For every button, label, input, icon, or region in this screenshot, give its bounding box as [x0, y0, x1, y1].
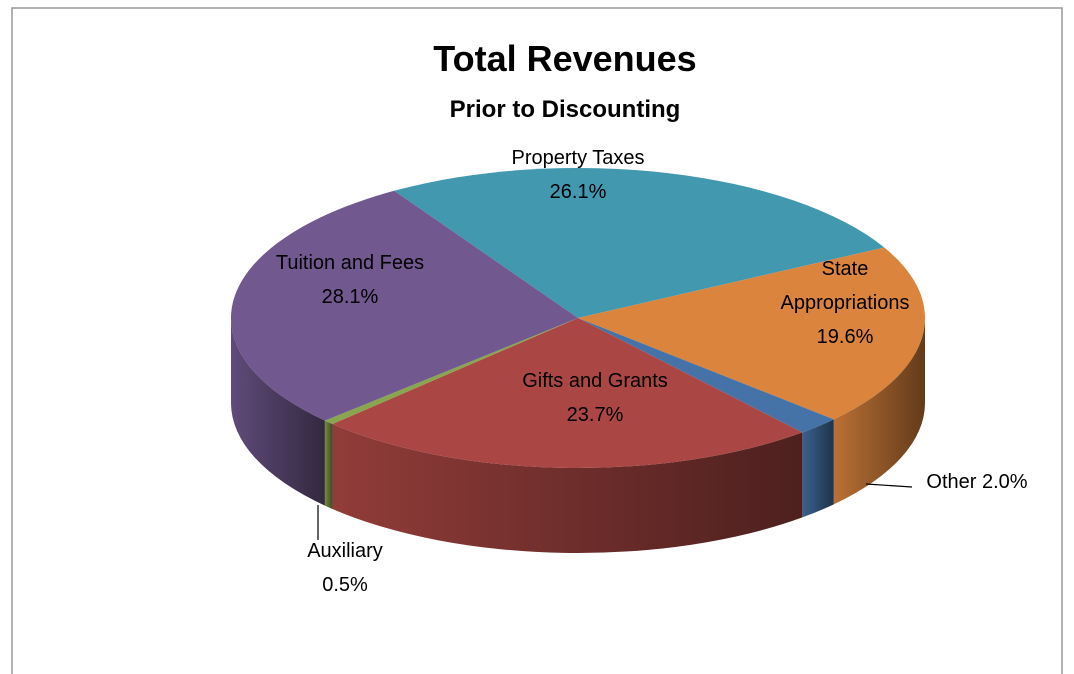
- slice: [578, 247, 926, 420]
- category-label: Other: [926, 471, 977, 493]
- slice: [332, 318, 803, 468]
- chart-subtitle: Prior to Discounting: [449, 96, 681, 123]
- category-label: State Appropriations: [780, 258, 910, 314]
- category-label: Auxiliary: [307, 540, 383, 562]
- category-label: Property Taxes: [511, 147, 645, 169]
- slice-side: [231, 318, 325, 506]
- slice-side: [833, 318, 925, 505]
- value-label: 28.1%: [321, 286, 379, 308]
- value-label: 26.1%: [549, 181, 607, 203]
- category-label: Gifts and Grants: [522, 370, 668, 392]
- leader-line: [865, 483, 913, 488]
- slice-side: [332, 423, 803, 553]
- data-label: Auxiliary 0.5%: [307, 534, 383, 602]
- data-label: Property Taxes 26.1%: [511, 141, 644, 209]
- slice: [394, 168, 885, 318]
- slice: [578, 318, 834, 433]
- value-label: 23.7%: [566, 404, 624, 426]
- slice: [230, 190, 578, 421]
- chart-title: Total Revenues: [433, 38, 697, 79]
- data-label: State Appropriations 19.6%: [775, 252, 915, 354]
- chart-frame: [11, 7, 1063, 674]
- value-label: 2.0%: [982, 471, 1028, 493]
- value-label: 0.5%: [322, 574, 368, 596]
- data-label: Other 2.0%: [926, 465, 1027, 499]
- data-label: Tuition and Fees 28.1%: [276, 246, 424, 314]
- value-label: 19.6%: [816, 326, 874, 348]
- slice-side: [324, 420, 333, 509]
- slice-side: [802, 419, 834, 518]
- category-label: Tuition and Fees: [275, 252, 425, 274]
- slice: [324, 318, 578, 424]
- data-label: Gifts and Grants 23.7%: [522, 364, 668, 432]
